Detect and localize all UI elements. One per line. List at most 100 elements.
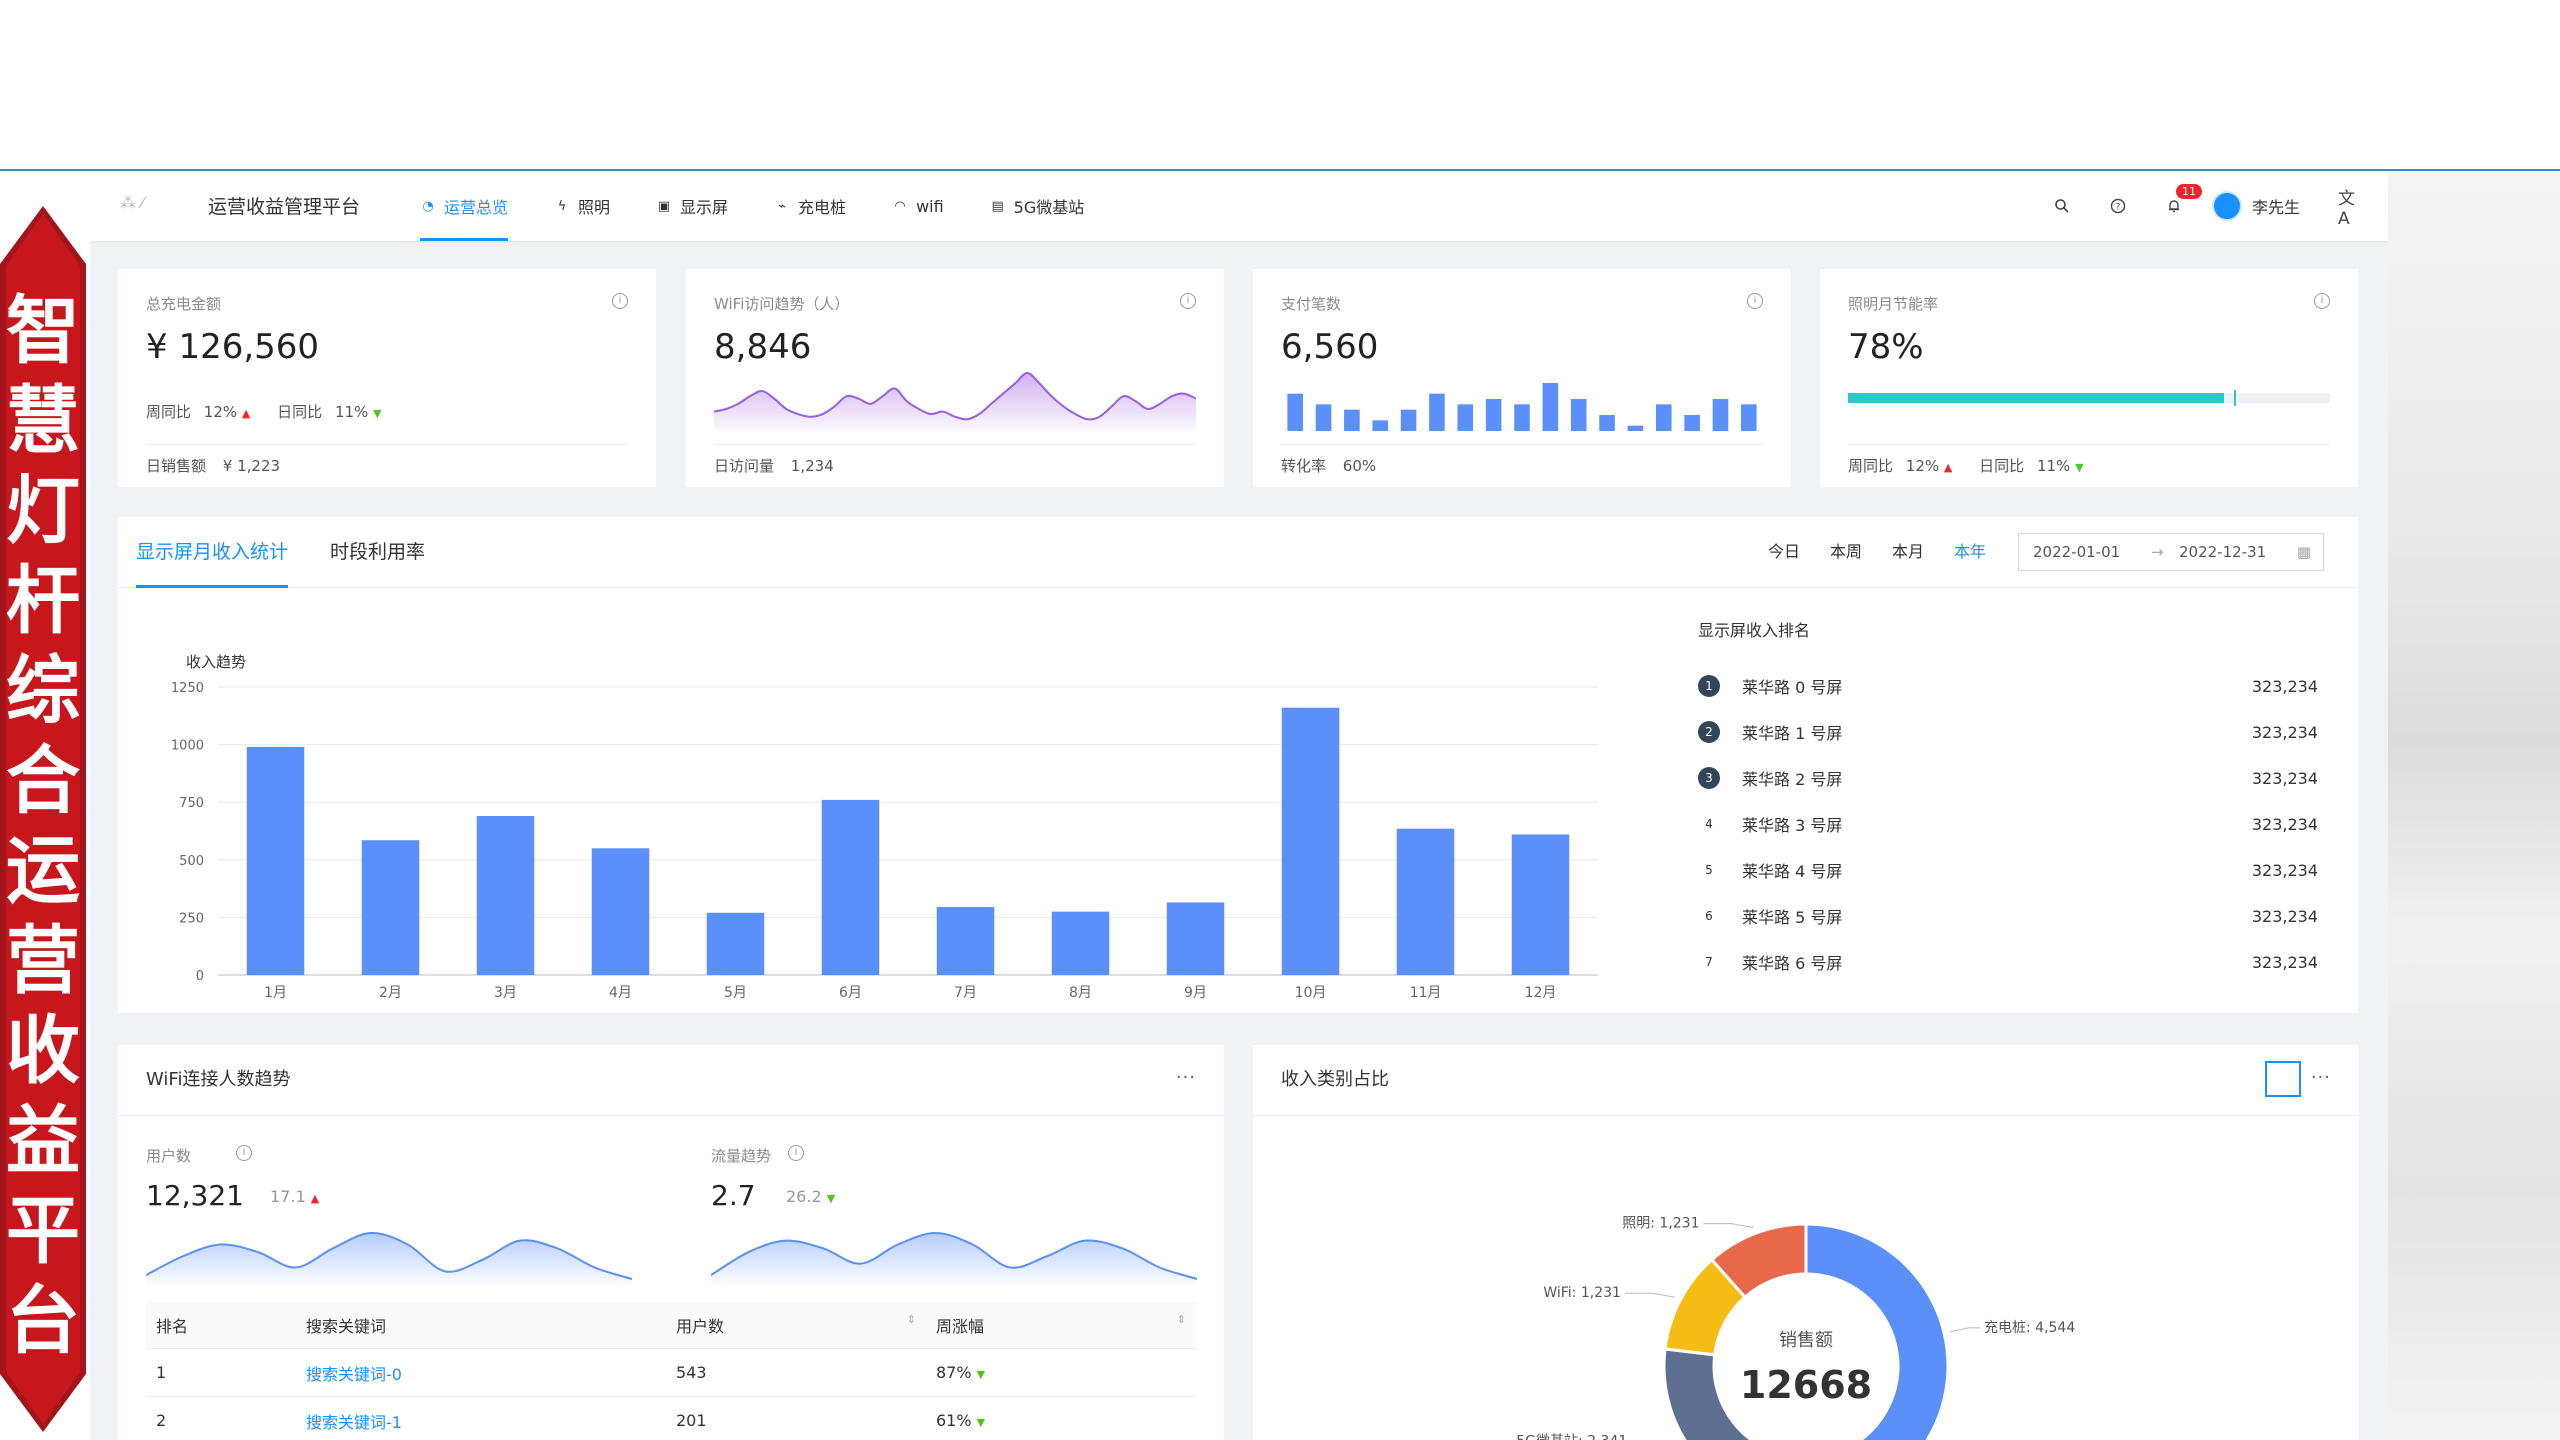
nav-item-wifi[interactable]: ◠ wifi xyxy=(892,171,943,241)
range-year[interactable]: 本年 xyxy=(1954,542,1987,561)
nav-item-display[interactable]: ▣ 显示屏 xyxy=(656,171,728,241)
info-icon[interactable]: i xyxy=(1747,293,1763,309)
col-users[interactable]: 用户数 ⇕ xyxy=(666,1302,926,1349)
mini-bar xyxy=(1741,404,1757,431)
arrow-down-icon: ▼ xyxy=(826,1192,836,1205)
range-month[interactable]: 本月 xyxy=(1892,542,1925,561)
nav-item-charging[interactable]: ⌁ 充电桩 xyxy=(774,171,846,241)
help-icon[interactable]: ? xyxy=(2108,196,2128,216)
tab-display-revenue[interactable]: 显示屏月收入统计 xyxy=(136,517,289,588)
y-tick-label: 250 xyxy=(179,911,204,926)
range-week[interactable]: 本周 xyxy=(1830,542,1863,561)
mini-bar xyxy=(1684,415,1700,431)
cell-keyword: 搜索关键词-1 xyxy=(296,1396,666,1440)
kpi-value: 6,560 xyxy=(1281,327,1379,367)
ranking-row: 4 莱华路 3 号屏 323,234 xyxy=(1698,801,2318,847)
users-sparkline xyxy=(146,1231,632,1285)
keyword-table: 排名 搜索关键词 用户数 ⇕ 周涨幅 ⇕ 1 搜索关键词-0 543 87% ▼ 2… xyxy=(146,1302,1196,1440)
info-icon[interactable]: i xyxy=(612,293,628,309)
mini-bar xyxy=(1599,415,1615,431)
tab-time-utilization[interactable]: 时段利用率 xyxy=(330,541,426,563)
ranking-row: 3 莱华路 2 号屏 323,234 xyxy=(1698,755,2318,801)
banner-char: 益 xyxy=(6,1098,80,1184)
rank-name: 莱华路 3 号屏 xyxy=(1742,816,1843,835)
more-icon[interactable]: ··· xyxy=(2310,1067,2331,1088)
range-today[interactable]: 今日 xyxy=(1768,542,1801,561)
search-icon[interactable] xyxy=(2052,196,2072,216)
slice-label: 照明: 1,231 xyxy=(1622,1216,1699,1232)
info-icon[interactable]: i xyxy=(1180,293,1196,309)
col-rank: 排名 xyxy=(146,1302,296,1349)
sparkline-area xyxy=(714,373,1196,431)
user-name[interactable]: 李先生 xyxy=(2251,198,2300,217)
dashboard-icon: ◔ xyxy=(422,198,434,214)
select-box-icon[interactable] xyxy=(2265,1061,2301,1097)
sparkline-line xyxy=(146,1231,632,1280)
ranking-row: 5 莱华路 4 号屏 323,234 xyxy=(1698,847,2318,893)
nav-label: 充电桩 xyxy=(798,198,847,217)
rank-number: 1 xyxy=(1698,675,1720,697)
mini-bar xyxy=(1457,404,1474,431)
top-divider-line xyxy=(0,169,2560,171)
bar xyxy=(246,746,305,975)
chart-title: 收入趋势 xyxy=(186,653,246,671)
charging-icon: ⌁ xyxy=(778,198,786,214)
week-compare-label: 周同比 xyxy=(146,403,192,421)
rank-value: 323,234 xyxy=(2251,676,2318,696)
donut-center-label: 销售额 xyxy=(1779,1330,1833,1351)
banner-char: 合 xyxy=(6,738,80,824)
arrow-down-icon: ▼ xyxy=(373,407,382,420)
kpi-value: 78% xyxy=(1848,327,1924,367)
header-actions: ? 11 李先生 文A xyxy=(2016,171,2358,241)
keyword-link[interactable]: 搜索关键词-0 xyxy=(306,1364,402,1384)
nav-item-5g[interactable]: ▤ 5G微基站 xyxy=(990,171,1085,241)
mini-bar xyxy=(1570,399,1587,431)
arrow-up-icon: ▲ xyxy=(1943,461,1953,474)
date-end[interactable]: 2022-12-31 xyxy=(2179,543,2267,561)
label-leader-line xyxy=(1949,1327,1981,1333)
info-icon[interactable]: i xyxy=(236,1145,252,1161)
users-change-value: 17.1 xyxy=(270,1187,306,1206)
info-icon[interactable]: i xyxy=(788,1145,804,1161)
banner-char: 灯 xyxy=(6,468,80,554)
y-tick-label: 500 xyxy=(179,854,204,869)
foot-label: 转化率 xyxy=(1281,457,1327,475)
banner-char: 杆 xyxy=(6,558,80,644)
day-compare-label: 日同比 xyxy=(1979,457,2025,475)
date-start[interactable]: 2022-01-01 xyxy=(2033,543,2121,561)
nav-item-overview[interactable]: ◔ 运营总览 xyxy=(420,171,509,241)
change-value: 87% xyxy=(936,1363,972,1382)
avatar[interactable] xyxy=(2211,191,2242,221)
y-tick-label: 1000 xyxy=(171,739,204,754)
cell-users: 543 xyxy=(666,1348,926,1397)
more-icon[interactable]: ··· xyxy=(1175,1067,1196,1088)
section-title: 收入类别占比 xyxy=(1281,1069,1389,1090)
notification-bell-icon[interactable]: 11 xyxy=(2164,184,2202,216)
translate-icon[interactable]: 文A xyxy=(2338,188,2355,229)
rank-value: 323,234 xyxy=(2251,814,2318,834)
users-value: 12,321 xyxy=(146,1179,244,1212)
col-change[interactable]: 周涨幅 ⇕ xyxy=(926,1302,1196,1349)
users-change: 17.1 ▲ xyxy=(270,1187,319,1206)
x-tick-label: 4月 xyxy=(609,985,632,1001)
income-donut-chart: 充电桩: 4,544 5G微基站: 2,341 WiFi: 1,231 照明: 1,2… xyxy=(1516,1216,2075,1440)
revenue-panel: 显示屏月收入统计 时段利用率 今日 本周 本月 本年 2022-01-01 → … xyxy=(118,517,2358,1013)
progress-fill xyxy=(1848,393,2224,403)
date-range-picker[interactable]: 2022-01-01 → 2022-12-31 ▦ xyxy=(2018,533,2324,571)
info-icon[interactable]: i xyxy=(2314,293,2330,309)
progress-track xyxy=(1848,390,2330,406)
banner-char: 综 xyxy=(6,648,80,734)
sort-icon[interactable]: ⇕ xyxy=(906,1313,916,1326)
cell-rank: 1 xyxy=(146,1348,296,1397)
rank-name: 莱华路 0 号屏 xyxy=(1742,678,1843,697)
sort-icon[interactable]: ⇕ xyxy=(1176,1313,1186,1326)
rank-name: 莱华路 6 号屏 xyxy=(1742,954,1843,973)
mini-bar xyxy=(1542,383,1559,431)
arrow-right-icon: → xyxy=(2151,543,2164,561)
sparkline-area xyxy=(146,1232,632,1285)
kpi-footer: 日销售额 ¥ 1,223 xyxy=(146,444,628,487)
keyword-link[interactable]: 搜索关键词-1 xyxy=(306,1412,402,1432)
nav-item-lighting[interactable]: ϟ 照明 xyxy=(554,171,610,241)
donut-slice xyxy=(1804,1222,1950,1440)
rank-value: 323,234 xyxy=(2251,722,2318,742)
